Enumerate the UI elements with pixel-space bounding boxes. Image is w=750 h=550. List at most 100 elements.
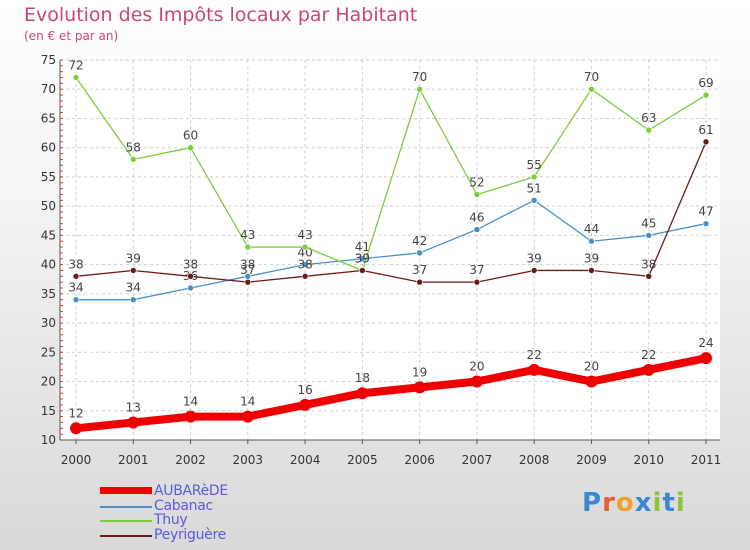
- y-tick-label: 50: [41, 199, 56, 213]
- data-label: 18: [355, 371, 370, 385]
- data-point: [416, 249, 423, 257]
- data-point: [187, 284, 194, 292]
- data-label: 14: [183, 395, 198, 409]
- x-tick-label: 2009: [576, 453, 607, 467]
- data-label: 58: [126, 140, 141, 154]
- data-point: [645, 232, 653, 239]
- data-label: 45: [641, 216, 656, 230]
- data-point: [645, 273, 653, 280]
- data-point: [72, 74, 80, 81]
- proxiti-logo: Proxiti: [582, 488, 686, 518]
- data-point: [416, 85, 423, 93]
- data-label: 22: [641, 348, 656, 362]
- y-tick-label: 35: [41, 287, 56, 301]
- data-point: [72, 296, 80, 303]
- data-label: 41: [355, 240, 370, 254]
- data-label: 47: [698, 205, 713, 219]
- data-label: 16: [297, 383, 312, 397]
- logo-letter: i: [675, 488, 686, 518]
- data-point: [588, 237, 595, 245]
- series-line-3: [75, 141, 707, 283]
- data-point: [642, 363, 655, 376]
- x-tick-label: 2003: [233, 453, 264, 467]
- chart-title: Evolution des Impôts locaux par Habitant: [24, 4, 418, 26]
- data-point: [413, 381, 426, 394]
- logo-letter: o: [615, 488, 635, 518]
- data-point: [588, 85, 595, 93]
- y-tick-label: 25: [41, 345, 56, 359]
- data-label: 38: [641, 257, 656, 271]
- data-point: [473, 278, 481, 286]
- data-label: 37: [240, 263, 255, 277]
- data-label: 38: [240, 257, 255, 271]
- legend-label: Cabanac: [154, 497, 213, 514]
- data-point: [359, 255, 366, 263]
- data-point: [528, 363, 541, 376]
- data-label: 34: [126, 281, 141, 295]
- x-tick-label: 2011: [691, 453, 722, 467]
- series-line-0: [72, 354, 710, 433]
- data-label: 38: [183, 257, 198, 271]
- y-tick-label: 75: [41, 53, 56, 67]
- data-label: 37: [412, 263, 427, 277]
- legend-swatch: [100, 505, 152, 508]
- data-point: [301, 261, 309, 268]
- x-tick-label: 2008: [519, 453, 550, 467]
- y-tick-label: 20: [41, 375, 56, 389]
- data-label: 37: [469, 263, 484, 277]
- data-point: [187, 273, 194, 280]
- data-point: [129, 296, 137, 303]
- y-tick-label: 60: [41, 141, 56, 155]
- x-tick-label: 2006: [404, 453, 435, 467]
- x-tick-label: 2000: [61, 453, 92, 467]
- data-point: [530, 197, 538, 204]
- y-tick-label: 40: [41, 258, 56, 272]
- data-label: 60: [183, 129, 198, 143]
- data-point: [299, 398, 312, 411]
- x-tick-label: 2001: [118, 453, 149, 467]
- data-point: [301, 243, 309, 251]
- data-point: [585, 375, 598, 388]
- legend-label: Thuy: [154, 512, 188, 528]
- legend-item: Cabanac: [100, 497, 360, 514]
- y-tick-label: 30: [41, 316, 56, 330]
- chart-subtitle: (en € et par an): [24, 29, 119, 43]
- data-point: [184, 410, 197, 423]
- data-point: [356, 387, 369, 400]
- series-line-2: [75, 76, 707, 272]
- logo-letter: P: [582, 488, 603, 518]
- data-label: 38: [68, 257, 83, 271]
- x-tick-label: 2010: [633, 453, 664, 467]
- data-label: 38: [297, 257, 312, 271]
- logo-letter: i: [652, 488, 663, 518]
- chart-legend: AUBARèDE Cabanac Thuy Peyriguère: [100, 483, 360, 543]
- logo-letter: t: [662, 488, 676, 518]
- y-tick-label: 70: [41, 82, 56, 96]
- y-tick-label: 45: [41, 228, 56, 242]
- data-point: [127, 416, 140, 429]
- logo-letter: r: [602, 488, 616, 518]
- data-label: 39: [527, 251, 542, 265]
- data-label: 34: [68, 281, 83, 295]
- data-label: 70: [412, 70, 427, 84]
- plot-area: [60, 60, 720, 440]
- x-tick-label: 2002: [175, 453, 206, 467]
- data-label: 12: [68, 406, 83, 420]
- data-point: [244, 278, 252, 286]
- data-point: [416, 278, 423, 286]
- data-point: [702, 138, 710, 146]
- data-label: 44: [584, 222, 599, 236]
- data-label: 39: [126, 251, 141, 265]
- data-point: [301, 273, 309, 280]
- logo-letter: x: [634, 488, 653, 518]
- y-tick-label: 65: [41, 111, 56, 125]
- data-label: 70: [584, 70, 599, 84]
- data-label: 42: [412, 234, 427, 248]
- y-tick-label: 55: [41, 170, 56, 184]
- data-point: [702, 220, 710, 227]
- legend-item: AUBARèDE: [100, 483, 360, 499]
- data-point: [530, 267, 538, 274]
- data-point: [72, 273, 80, 280]
- data-label: 39: [584, 251, 599, 265]
